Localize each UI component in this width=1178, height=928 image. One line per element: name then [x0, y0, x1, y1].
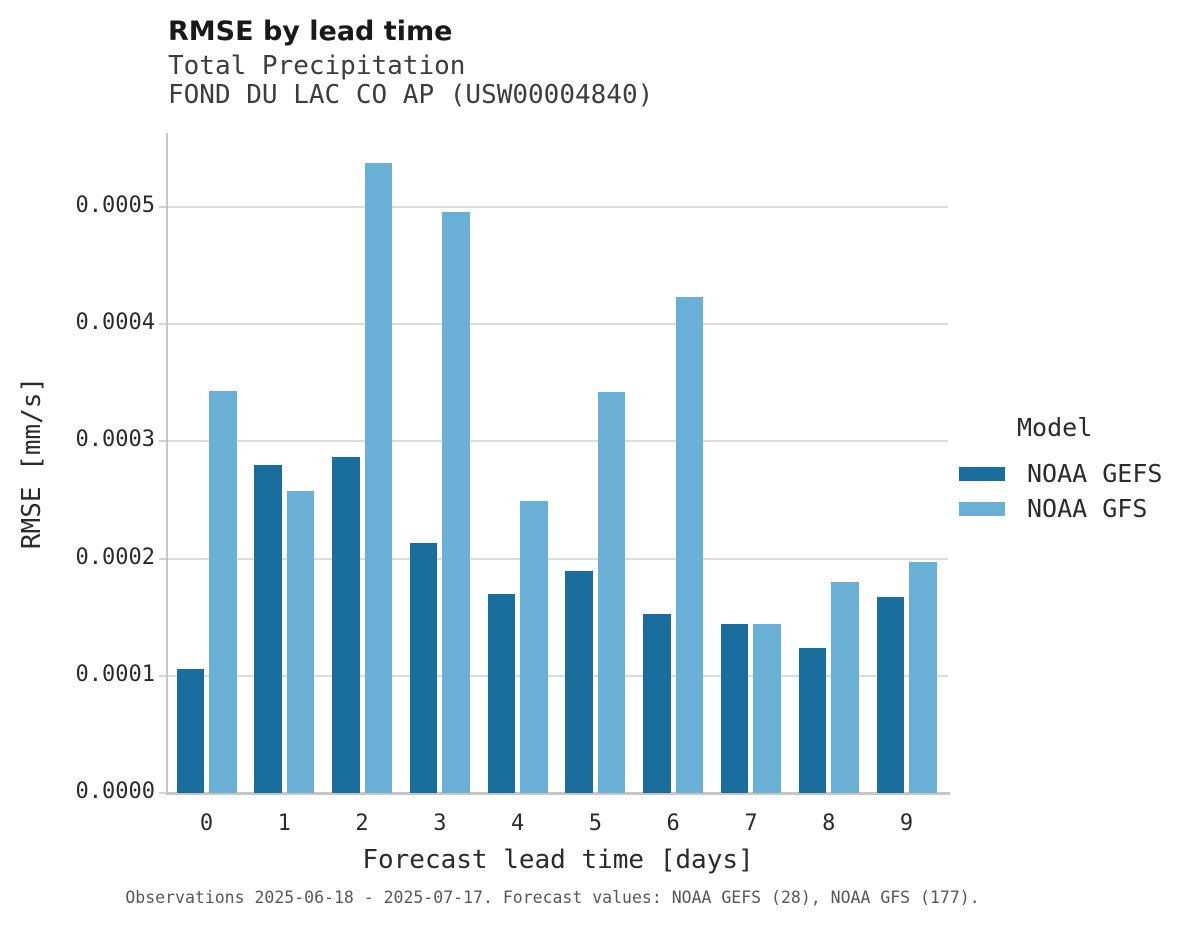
- bar-noaa-gfs: [442, 211, 470, 793]
- chart-station-subtitle: FOND DU LAC CO AP (USW00004840): [168, 80, 654, 110]
- bar-noaa-gfs: [209, 390, 237, 793]
- y-axis-spine: [166, 133, 168, 795]
- x-tick-label: 0: [199, 811, 214, 836]
- x-tick-label: 3: [433, 811, 447, 836]
- chart-caption: Observations 2025-06-18 - 2025-07-17. Fo…: [125, 888, 980, 907]
- y-axis-tick: [159, 323, 166, 326]
- y-axis-tick: [159, 674, 166, 677]
- y-gridline: [168, 440, 948, 443]
- y-axis-tick: [159, 557, 166, 560]
- x-tick-label: 6: [666, 811, 680, 836]
- bar-noaa-gefs: [565, 571, 593, 793]
- y-tick-label: 0.0003: [75, 427, 155, 453]
- legend-label: NOAA GEFS: [1027, 459, 1163, 488]
- legend-entry: NOAA GEFS: [959, 456, 1162, 491]
- plot-area: 0.0000 0.0001 0.0002 0.0003 0.0004 0.0005 0 1 2 3…: [76, 133, 950, 836]
- bar-noaa-gefs: [720, 624, 749, 793]
- legend: Model NOAA GEFS NOAA GFS: [959, 413, 1162, 526]
- x-axis-title: Forecast lead time [days]: [362, 845, 754, 875]
- x-axis-spine: [166, 792, 950, 795]
- y-axis-title-text: RMSE [mm/s]: [17, 376, 47, 550]
- y-axis-tick: [159, 792, 166, 794]
- y-axis-tick: [159, 440, 166, 443]
- y-gridline: [168, 674, 948, 677]
- bar-noaa-gefs: [487, 593, 516, 793]
- y-axis-tick: [159, 205, 166, 208]
- legend-swatch-icon: [959, 466, 1005, 481]
- bar-noaa-gfs: [909, 562, 937, 793]
- legend-entry: NOAA GFS: [959, 491, 1162, 526]
- y-tick-label: 0.0005: [75, 192, 155, 218]
- legend-swatch-icon: [959, 501, 1005, 516]
- chart-title: RMSE by lead time: [168, 16, 453, 47]
- bar-noaa-gefs: [643, 613, 671, 793]
- x-tick-label: 9: [899, 811, 914, 836]
- bar-noaa-gefs: [254, 464, 282, 793]
- y-tick-label: 0.0000: [75, 779, 155, 804]
- y-gridline: [168, 205, 948, 208]
- x-tick-label: 2: [355, 811, 369, 836]
- bar-noaa-gfs: [286, 490, 315, 793]
- chart-subtitle: Total Precipitation: [168, 51, 466, 81]
- legend-label: NOAA GFS: [1027, 494, 1148, 523]
- x-tick-label: 5: [588, 811, 603, 836]
- y-gridline: [168, 323, 948, 326]
- y-axis-title: RMSE [mm/s]: [17, 133, 47, 793]
- bar-noaa-gefs: [332, 456, 360, 793]
- bar-noaa-gfs: [675, 297, 704, 793]
- y-tick-label: 0.0002: [75, 544, 155, 570]
- legend-title: Model: [1017, 413, 1093, 442]
- y-tick-label: 0.0004: [75, 310, 155, 336]
- legend-entries: NOAA GEFS NOAA GFS: [959, 456, 1162, 526]
- x-tick-label: 7: [744, 811, 758, 836]
- x-tick-label: 4: [510, 811, 525, 836]
- bar-noaa-gefs: [409, 543, 438, 793]
- bar-noaa-gfs: [753, 624, 781, 793]
- bar-noaa-gefs: [876, 597, 905, 793]
- y-gridline: [168, 557, 948, 560]
- bar-noaa-gfs: [597, 392, 626, 793]
- bar-noaa-gfs: [831, 582, 859, 793]
- bar-noaa-gfs: [364, 163, 393, 793]
- x-tick-label: 8: [822, 811, 836, 836]
- y-tick-label: 0.0001: [75, 661, 155, 687]
- bar-noaa-gefs: [798, 647, 827, 793]
- x-tick-label: 1: [277, 811, 291, 836]
- bar-noaa-gfs: [520, 501, 548, 793]
- bar-noaa-gefs: [176, 668, 204, 793]
